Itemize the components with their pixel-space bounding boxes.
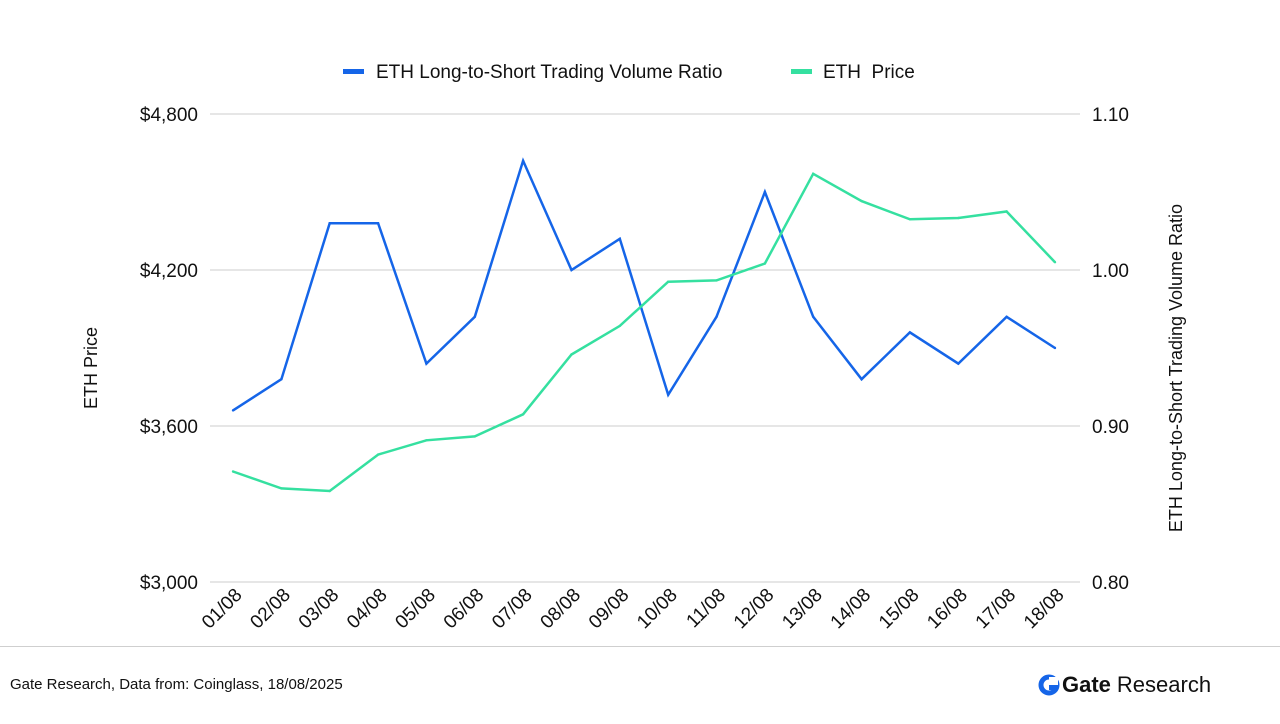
ratio-data-point	[908, 331, 912, 334]
brand-suffix: Research	[1116, 672, 1212, 697]
price-data-point	[231, 470, 235, 473]
ratio-data-point	[957, 362, 960, 365]
x-tick-label: 16/08	[923, 585, 971, 633]
brand: Gate Research	[1038, 672, 1211, 698]
ratio-data-point	[1053, 346, 1057, 350]
price-data-point	[908, 218, 912, 221]
price-data-point	[666, 280, 670, 283]
price-data-point	[860, 199, 863, 203]
y-left-tick-label: $4,800	[140, 105, 198, 126]
y-left-tick-label: $3,600	[140, 417, 198, 438]
price-data-point	[763, 262, 767, 265]
price-data-point	[1005, 210, 1008, 213]
price-series-line	[232, 172, 1056, 493]
price-data-point	[957, 216, 960, 220]
x-tick-label: 15/08	[875, 585, 923, 633]
price-data-point	[425, 439, 428, 442]
footer-divider	[0, 646, 1280, 647]
gate-logo-icon	[1038, 674, 1060, 696]
x-tick-label: 03/08	[295, 585, 343, 633]
legend-ratio-label: ETH Long-to-Short Trading Volume Ratio	[376, 62, 722, 83]
source-note: Gate Research, Data from: Coinglass, 18/…	[10, 676, 343, 693]
y-left-tick-label: $4,200	[140, 261, 198, 282]
y-left-axis-title: ETH Price	[81, 327, 101, 409]
ratio-data-point	[231, 409, 235, 412]
x-tick-label: 01/08	[198, 585, 246, 633]
price-data-point	[328, 489, 331, 493]
x-tick-label: 18/08	[1020, 585, 1068, 633]
ratio-data-point	[812, 315, 815, 318]
x-tick-label: 10/08	[633, 585, 681, 633]
price-data-point	[618, 324, 622, 328]
price-data-point	[376, 453, 380, 456]
price-data-point	[715, 279, 718, 282]
x-tick-label: 17/08	[972, 585, 1020, 633]
y-left-tick-label: $3,000	[140, 573, 198, 594]
y-right-tick-label: 1.10	[1092, 105, 1129, 126]
x-tick-label: 14/08	[827, 585, 875, 633]
ratio-data-point	[521, 159, 525, 162]
x-tick-label: 05/08	[391, 585, 439, 633]
legend-price-swatch	[791, 69, 812, 74]
y-right-tick-label: 1.00	[1092, 261, 1129, 282]
x-tick-label: 11/08	[683, 585, 730, 632]
ratio-data-point	[570, 268, 573, 272]
x-tick-label: 07/08	[488, 585, 536, 633]
ratio-data-point	[860, 378, 863, 381]
price-data-point	[570, 353, 573, 356]
y-right-axis-title: ETH Long-to-Short Trading Volume Ratio	[1166, 204, 1186, 532]
price-data-point	[812, 172, 815, 175]
ratio-data-point	[473, 315, 476, 318]
y-right-tick-label: 0.90	[1092, 417, 1129, 438]
x-tick-label: 09/08	[585, 585, 633, 633]
ratio-data-point	[618, 237, 622, 240]
price-data-point	[1053, 261, 1057, 264]
ratio-data-point	[715, 315, 718, 318]
legend-price-label: ETH Price	[823, 62, 915, 83]
legend-ratio-swatch	[343, 69, 364, 74]
x-tick-label: 04/08	[343, 585, 391, 633]
x-tick-label: 08/08	[537, 585, 585, 633]
x-tick-label: 02/08	[246, 585, 294, 633]
brand-name: Gate	[1062, 672, 1111, 697]
ratio-series-line	[232, 157, 1056, 412]
ratio-data-point	[1005, 315, 1008, 318]
price-data-point	[280, 487, 283, 490]
ratio-data-point	[280, 378, 283, 381]
price-data-point	[521, 413, 525, 416]
x-tick-label: 06/08	[440, 585, 488, 633]
ratio-data-point	[425, 362, 428, 365]
ratio-data-point	[666, 393, 670, 396]
price-data-point	[473, 435, 476, 438]
dual-axis-line-chart: $3,000 $3,600 $4,200 $4,800 0.80 0.90 1.00 1.10…	[81, 62, 1186, 633]
ratio-data-point	[763, 190, 767, 194]
ratio-data-point	[328, 222, 331, 225]
y-right-tick-label: 0.80	[1092, 573, 1129, 594]
x-tick-label: 12/08	[730, 585, 778, 633]
x-tick-label: 13/08	[778, 585, 826, 633]
ratio-data-point	[376, 222, 380, 225]
